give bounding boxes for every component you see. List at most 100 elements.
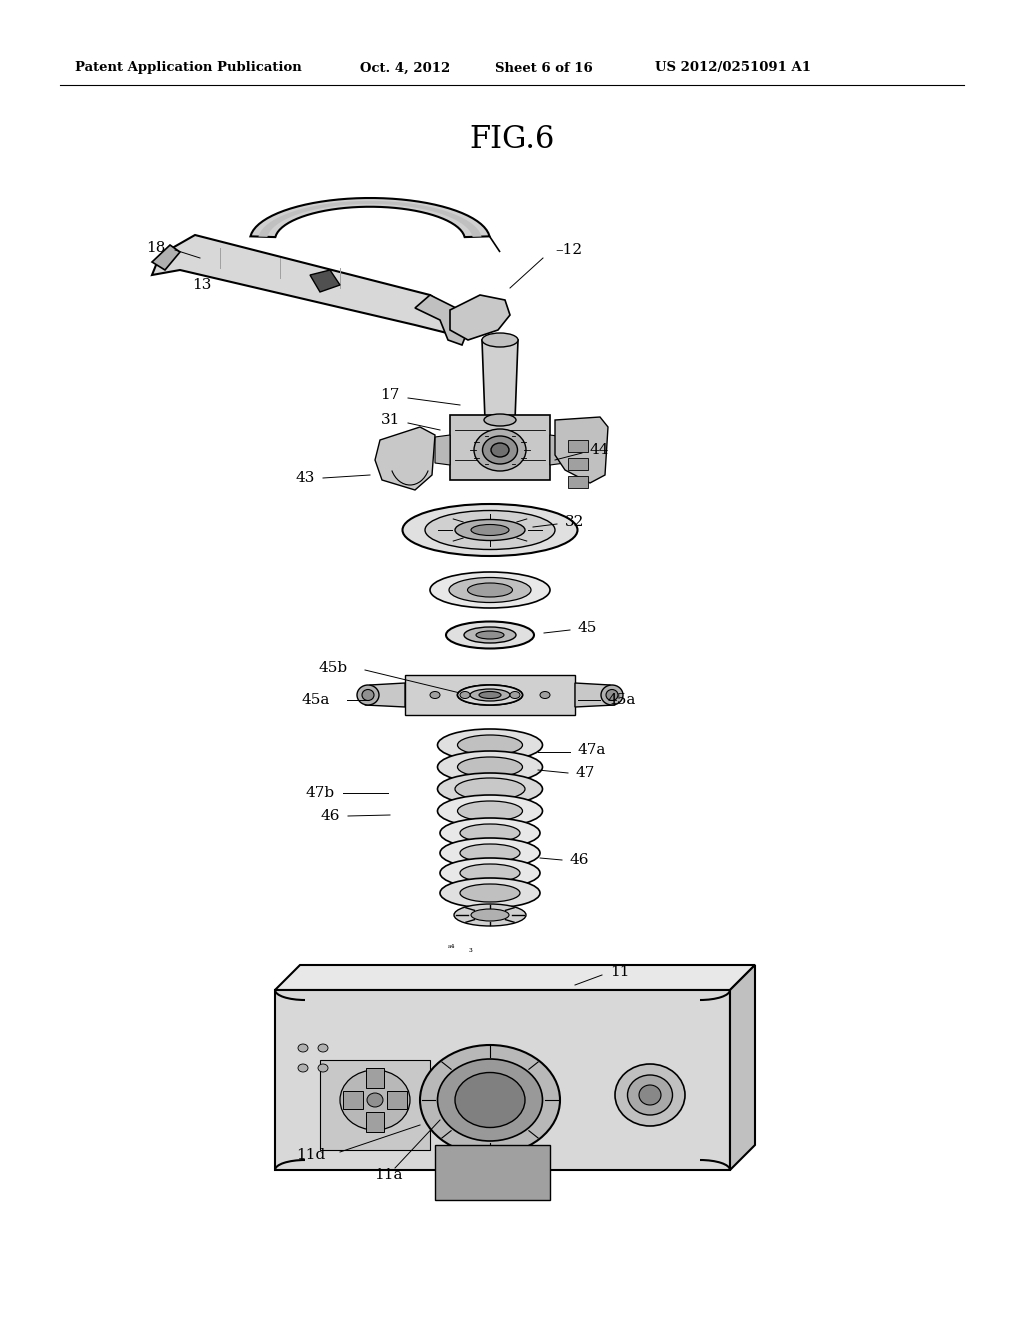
Ellipse shape [440,838,540,869]
Polygon shape [258,201,481,236]
Ellipse shape [470,689,510,701]
Ellipse shape [458,685,522,705]
Polygon shape [375,426,435,490]
Ellipse shape [420,1045,560,1155]
Ellipse shape [482,436,517,465]
Ellipse shape [458,735,522,755]
Ellipse shape [446,622,534,648]
Text: 46: 46 [570,853,590,867]
Ellipse shape [460,865,520,882]
Polygon shape [450,294,510,341]
Polygon shape [568,477,588,488]
Text: 11a: 11a [374,1168,402,1181]
Ellipse shape [490,444,509,457]
Ellipse shape [479,692,501,698]
Polygon shape [568,458,588,470]
Text: Patent Application Publication: Patent Application Publication [75,62,302,74]
Ellipse shape [298,1064,308,1072]
Ellipse shape [460,843,520,862]
Polygon shape [482,341,518,420]
Text: 32: 32 [565,515,585,529]
Text: 45a: 45a [302,693,330,708]
Polygon shape [152,246,180,271]
Polygon shape [568,440,588,451]
Ellipse shape [476,631,504,639]
Text: 47a: 47a [578,743,606,756]
Ellipse shape [540,692,550,698]
Ellipse shape [454,904,526,927]
Text: 47: 47 [575,766,594,780]
Ellipse shape [458,756,522,777]
Ellipse shape [628,1074,673,1115]
Text: 11d: 11d [296,1148,325,1162]
Ellipse shape [425,511,555,549]
Polygon shape [275,990,730,1170]
Ellipse shape [437,795,543,828]
Ellipse shape [455,1072,525,1127]
Ellipse shape [474,429,526,471]
Ellipse shape [367,1093,383,1107]
Polygon shape [251,198,489,238]
Text: 11: 11 [610,965,630,979]
Ellipse shape [449,578,531,602]
Text: 44: 44 [590,444,609,457]
Ellipse shape [455,520,525,540]
Bar [366,1111,384,1133]
Ellipse shape [510,692,520,698]
Ellipse shape [318,1064,328,1072]
Text: 17: 17 [381,388,400,403]
Text: 45: 45 [578,620,597,635]
Text: 43: 43 [296,471,315,484]
Ellipse shape [440,858,540,888]
Ellipse shape [464,627,516,643]
Text: 31: 31 [381,413,400,426]
Polygon shape [310,271,340,292]
Polygon shape [435,436,450,465]
Polygon shape [406,675,575,715]
Polygon shape [730,965,755,1170]
Ellipse shape [298,1044,308,1052]
Ellipse shape [318,1044,328,1052]
Ellipse shape [460,692,470,698]
Bar [366,1068,384,1088]
Text: Sheet 6 of 16: Sheet 6 of 16 [495,62,593,74]
Ellipse shape [482,333,518,347]
Ellipse shape [340,1071,410,1130]
Ellipse shape [471,909,509,921]
Ellipse shape [357,685,379,705]
Ellipse shape [402,504,578,556]
Ellipse shape [471,524,509,536]
Polygon shape [152,235,460,335]
Polygon shape [275,965,755,990]
Text: 18: 18 [145,242,165,255]
Text: –12: –12 [555,243,582,257]
Ellipse shape [639,1085,662,1105]
Bar [343,1092,362,1109]
Ellipse shape [458,685,522,705]
Ellipse shape [430,692,440,698]
Text: 13: 13 [193,279,212,292]
Text: 47b: 47b [306,785,335,800]
Text: ₃: ₃ [468,945,472,954]
Ellipse shape [437,774,543,805]
Text: 45b: 45b [318,661,348,675]
Ellipse shape [437,729,543,762]
Polygon shape [450,414,550,480]
Bar [387,1092,407,1109]
Polygon shape [550,436,565,465]
Text: US 2012/0251091 A1: US 2012/0251091 A1 [655,62,811,74]
Text: ᵃ⁴: ᵃ⁴ [449,944,456,953]
Polygon shape [435,1144,550,1200]
Ellipse shape [455,777,525,800]
Polygon shape [319,1060,430,1150]
Polygon shape [415,294,470,345]
Ellipse shape [460,884,520,902]
Ellipse shape [437,751,543,783]
Ellipse shape [468,583,512,597]
Text: 46: 46 [321,809,340,822]
Ellipse shape [458,801,522,821]
Ellipse shape [470,689,510,701]
Ellipse shape [362,689,374,701]
Ellipse shape [615,1064,685,1126]
Polygon shape [575,682,615,708]
